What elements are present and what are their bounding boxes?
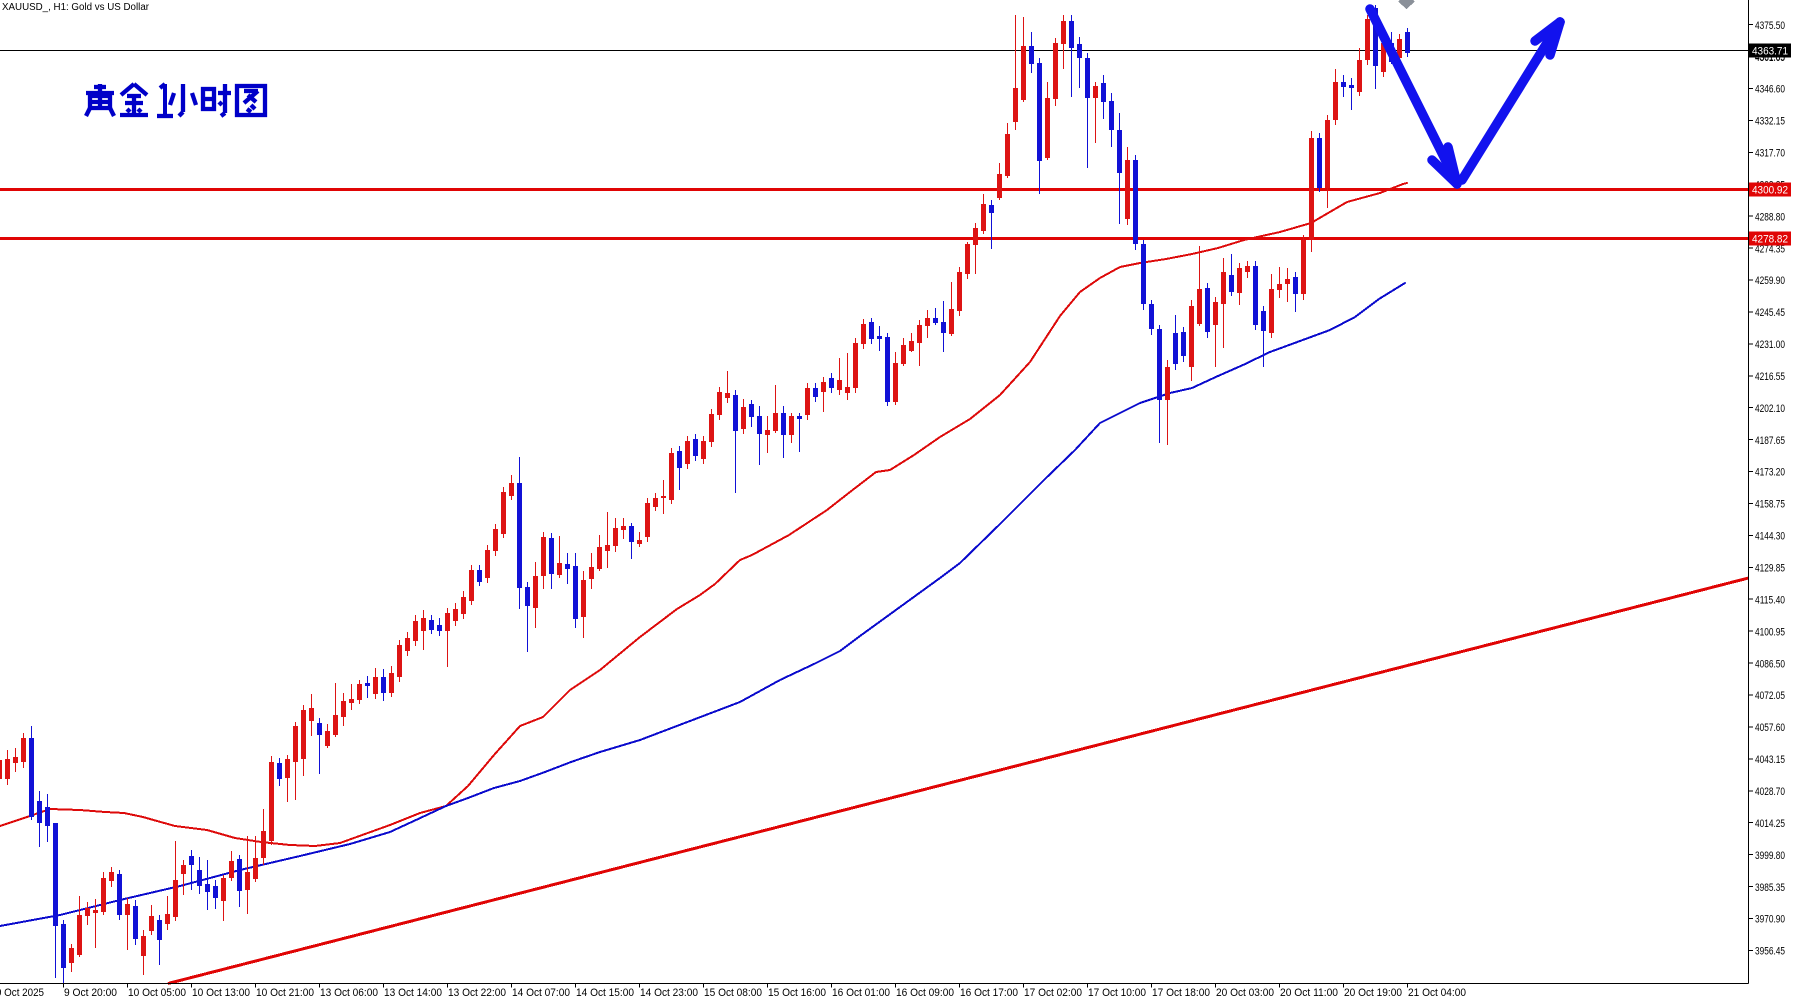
svg-text:4363.71: 4363.71 [1752, 46, 1788, 58]
svg-text:3956.45: 3956.45 [1755, 946, 1785, 958]
svg-text:4288.80: 4288.80 [1755, 211, 1785, 223]
svg-text:4100.95: 4100.95 [1755, 626, 1785, 638]
svg-text:4158.75: 4158.75 [1755, 499, 1785, 511]
svg-text:4231.00: 4231.00 [1755, 339, 1785, 351]
svg-text:4274.35: 4274.35 [1755, 243, 1785, 255]
svg-text:20 Oct 03:00: 20 Oct 03:00 [1216, 987, 1274, 999]
svg-text:4317.70: 4317.70 [1755, 148, 1785, 160]
svg-text:4115.40: 4115.40 [1755, 594, 1785, 606]
svg-text:4187.65: 4187.65 [1755, 435, 1785, 447]
svg-text:14 Oct 15:00: 14 Oct 15:00 [576, 987, 634, 999]
svg-text:10 Oct 13:00: 10 Oct 13:00 [192, 987, 250, 999]
svg-text:16 Oct 01:00: 16 Oct 01:00 [832, 987, 890, 999]
svg-text:3985.35: 3985.35 [1755, 882, 1785, 894]
svg-text:16 Oct 09:00: 16 Oct 09:00 [896, 987, 954, 999]
svg-text:14 Oct 07:00: 14 Oct 07:00 [512, 987, 570, 999]
svg-text:20 Oct 11:00: 20 Oct 11:00 [1280, 987, 1338, 999]
svg-text:4202.10: 4202.10 [1755, 403, 1785, 415]
svg-text:4043.15: 4043.15 [1755, 754, 1785, 766]
svg-text:10 Oct 21:00: 10 Oct 21:00 [256, 987, 314, 999]
svg-text:17 Oct 02:00: 17 Oct 02:00 [1024, 987, 1082, 999]
svg-text:4332.15: 4332.15 [1755, 116, 1785, 128]
svg-text:13 Oct 22:00: 13 Oct 22:00 [448, 987, 506, 999]
svg-text:16 Oct 17:00: 16 Oct 17:00 [960, 987, 1018, 999]
svg-text:4129.85: 4129.85 [1755, 563, 1785, 575]
svg-text:20 Oct 19:00: 20 Oct 19:00 [1344, 987, 1402, 999]
svg-text:4375.50: 4375.50 [1755, 20, 1785, 32]
svg-text:4144.30: 4144.30 [1755, 531, 1785, 543]
svg-text:15 Oct 08:00: 15 Oct 08:00 [704, 987, 762, 999]
svg-text:21 Oct 04:00: 21 Oct 04:00 [1408, 987, 1466, 999]
svg-text:17 Oct 10:00: 17 Oct 10:00 [1088, 987, 1146, 999]
svg-text:4259.90: 4259.90 [1755, 275, 1785, 287]
svg-text:13 Oct 14:00: 13 Oct 14:00 [384, 987, 442, 999]
svg-text:4245.45: 4245.45 [1755, 307, 1785, 319]
svg-text:4346.60: 4346.60 [1755, 84, 1785, 96]
svg-text:4173.20: 4173.20 [1755, 467, 1785, 479]
svg-text:4278.82: 4278.82 [1752, 234, 1788, 246]
svg-text:17 Oct 18:00: 17 Oct 18:00 [1152, 987, 1210, 999]
svg-text:4057.60: 4057.60 [1755, 722, 1785, 734]
svg-text:3970.90: 3970.90 [1755, 914, 1785, 926]
svg-text:9 Oct 20:00: 9 Oct 20:00 [64, 987, 117, 999]
svg-text:9 Oct 2025: 9 Oct 2025 [0, 987, 44, 999]
svg-text:4086.50: 4086.50 [1755, 658, 1785, 670]
svg-text:14 Oct 23:00: 14 Oct 23:00 [640, 987, 698, 999]
svg-text:4216.55: 4216.55 [1755, 371, 1785, 383]
svg-text:4072.05: 4072.05 [1755, 690, 1785, 702]
svg-text:10 Oct 05:00: 10 Oct 05:00 [128, 987, 186, 999]
svg-text:4300.92: 4300.92 [1752, 185, 1788, 197]
svg-text:4028.70: 4028.70 [1755, 786, 1785, 798]
svg-text:XAUUSD_, H1: Gold vs US Dolla: XAUUSD_, H1: Gold vs US Dollar [2, 2, 150, 13]
svg-text:15 Oct 16:00: 15 Oct 16:00 [768, 987, 826, 999]
svg-text:4014.25: 4014.25 [1755, 818, 1785, 830]
svg-text:13 Oct 06:00: 13 Oct 06:00 [320, 987, 378, 999]
svg-text:3999.80: 3999.80 [1755, 850, 1785, 862]
